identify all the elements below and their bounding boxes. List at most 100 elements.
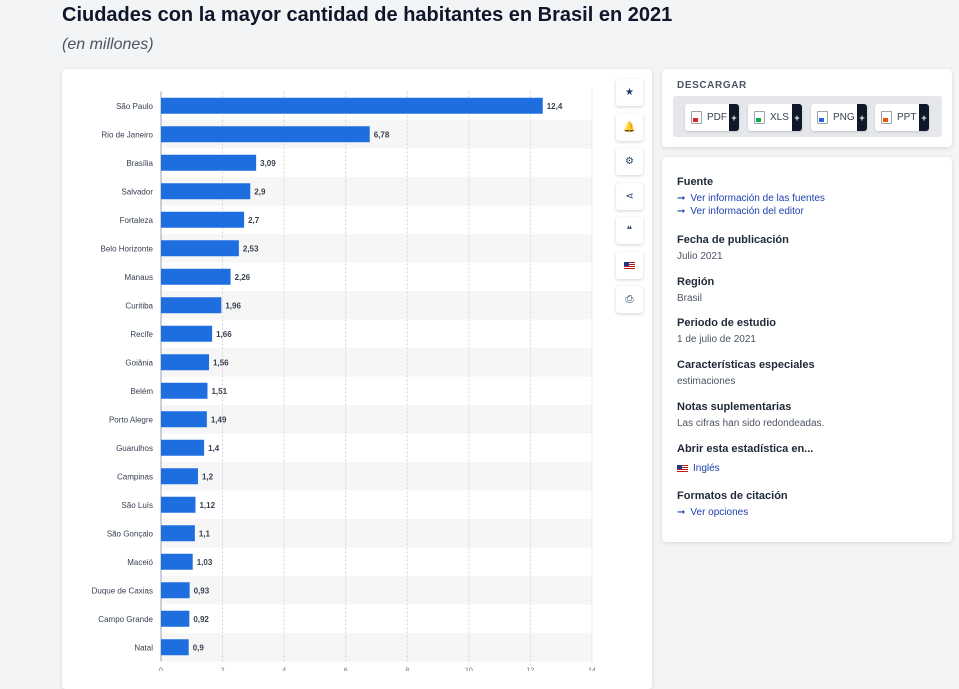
category-label: Belém [130,387,153,396]
x-tick-label: 6 [344,668,348,672]
category-label: Goiânia [125,358,153,367]
value-label: 2,53 [243,244,259,253]
value-label: 2,7 [248,216,260,225]
value-label: 1,4 [208,444,220,453]
category-label: São Paulo [116,102,153,111]
bar [161,354,210,371]
category-label: Curitiba [125,301,153,310]
favorite-button[interactable]: ★ [616,79,643,106]
bar [161,411,207,428]
source-link-sources[interactable]: ➞ Ver información de las fuentes [677,193,825,204]
period-title: Periodo de estudio [677,317,777,329]
value-label: 1,03 [197,558,213,567]
page-title: Ciudades con la mayor cantidad de habita… [62,4,673,26]
printer-icon: ⎙ [625,293,634,305]
png-file-icon [817,111,828,124]
source-title: Fuente [677,176,714,188]
source-link-label: Ver información de las fuentes [690,193,825,204]
source-link-editor[interactable]: ➞ Ver información del editor [677,206,825,217]
arrow-right-icon: ➞ [677,206,686,217]
plus-icon[interactable]: + [792,104,802,131]
download-png-button[interactable]: PNG + [811,104,867,131]
row-stripe [161,633,592,662]
plus-icon[interactable]: + [729,104,739,131]
bar [161,268,231,285]
region-section: Región Brasil [677,276,714,304]
citation-section: Formatos de citación ➞ Ver opciones [677,490,788,518]
notes-value: Las cifras han sido redondeadas. [677,418,825,429]
value-label: 0,9 [193,643,205,652]
value-label: 12,4 [547,102,563,111]
citation-options-label: Ver opciones [690,507,749,518]
page-subtitle: (en millones) [62,36,154,53]
value-label: 1,2 [202,472,214,481]
settings-button[interactable]: ⚙ [616,148,643,175]
value-label: 2,26 [235,273,251,282]
value-label: 2,9 [254,187,266,196]
pdf-file-icon [691,111,702,124]
bar [161,382,208,399]
share-button[interactable]: ⋖ [616,183,643,210]
citation-options-link[interactable]: ➞ Ver opciones [677,507,788,518]
share-icon: ⋖ [625,190,634,202]
ppt-file-icon [881,111,892,124]
value-label: 1,51 [211,387,227,396]
period-section: Periodo de estudio 1 de julio de 2021 [677,317,776,345]
download-format-label: XLS [770,112,789,123]
category-label: Belo Horizonte [101,244,154,253]
uk-flag-icon [677,464,688,473]
bar [161,240,239,257]
xls-file-icon [754,111,765,124]
value-label: 3,09 [260,159,276,168]
row-stripe [161,291,592,320]
x-tick-label: 12 [527,668,535,672]
category-label: Rio de Janeiro [101,130,153,139]
bar [161,297,222,314]
category-label: São Gonçalo [107,529,154,538]
notes-title: Notas suplementarias [677,401,792,413]
category-label: Salvador [121,187,153,196]
bar [161,325,213,342]
category-label: Brasília [126,159,153,168]
bar [161,126,370,143]
category-label: Natal [134,643,153,652]
plus-icon[interactable]: + [919,104,929,131]
category-label: Porto Alegre [109,415,154,424]
language-button[interactable] [616,252,643,279]
bar [161,468,198,485]
print-button[interactable]: ⎙ [616,286,643,313]
x-tick-label: 2 [221,668,225,672]
download-pdf-button[interactable]: PDF + [685,104,739,131]
value-label: 0,92 [193,615,209,624]
row-stripe [161,348,592,377]
download-format-label: PNG [833,112,855,123]
x-tick-label: 8 [405,668,409,672]
category-label: São Luís [121,501,153,510]
download-xls-button[interactable]: XLS + [748,104,802,131]
bar [161,610,190,627]
pubdate-title: Fecha de publicación [677,234,789,246]
bar [161,525,195,542]
citation-title: Formatos de citación [677,490,788,502]
value-label: 1,56 [213,358,229,367]
cite-button[interactable]: ❝ [616,217,643,244]
source-section: Fuente ➞ Ver información de las fuentes … [677,176,825,217]
notification-button[interactable]: 🔔 [616,114,643,141]
category-label: Fortaleza [120,216,154,225]
bar [161,639,189,656]
download-ppt-button[interactable]: PPT + [875,104,929,131]
plus-icon[interactable]: + [857,104,867,131]
row-stripe [161,519,592,548]
open-english-link[interactable]: Inglés [677,463,813,474]
region-value: Brasil [677,293,703,304]
value-label: 1,1 [199,529,211,538]
bar [161,582,190,599]
bar [161,154,257,171]
arrow-right-icon: ➞ [677,507,686,518]
pubdate-section: Fecha de publicación Julio 2021 [677,234,789,262]
value-label: 1,12 [199,501,215,510]
bar [161,97,543,114]
features-section: Características especiales estimaciones [677,359,815,387]
source-link-label: Ver información del editor [690,206,804,217]
category-label: Campo Grande [98,615,153,624]
